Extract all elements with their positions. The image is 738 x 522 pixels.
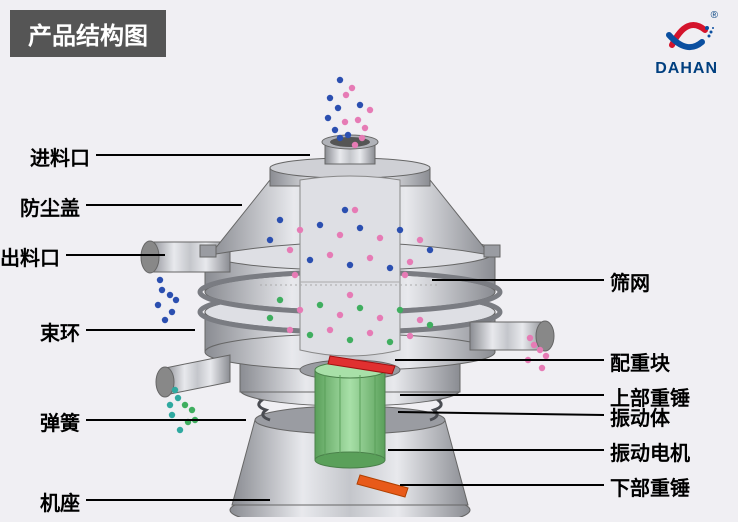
particle bbox=[342, 207, 348, 213]
particle bbox=[402, 272, 408, 278]
particle bbox=[307, 257, 313, 263]
particle bbox=[387, 339, 393, 345]
particle bbox=[367, 330, 373, 336]
particle bbox=[417, 237, 423, 243]
particle bbox=[543, 353, 549, 359]
particle bbox=[347, 337, 353, 343]
particle bbox=[287, 327, 293, 333]
particle bbox=[347, 262, 353, 268]
particle bbox=[349, 85, 355, 91]
particle bbox=[352, 207, 358, 213]
particle bbox=[287, 247, 293, 253]
particle bbox=[357, 102, 363, 108]
particle bbox=[337, 232, 343, 238]
particle bbox=[155, 302, 161, 308]
particle bbox=[332, 127, 338, 133]
particle bbox=[175, 395, 181, 401]
particle bbox=[355, 117, 361, 123]
particle bbox=[267, 237, 273, 243]
particle bbox=[359, 135, 365, 141]
particle bbox=[337, 135, 343, 141]
particle bbox=[427, 322, 433, 328]
callout-label: 机座 bbox=[40, 487, 80, 516]
particle bbox=[327, 252, 333, 258]
particle bbox=[307, 332, 313, 338]
particle bbox=[167, 292, 173, 298]
particle bbox=[407, 333, 413, 339]
particle bbox=[397, 227, 403, 233]
particle bbox=[377, 315, 383, 321]
particle bbox=[177, 427, 183, 433]
particle bbox=[182, 402, 188, 408]
particle bbox=[277, 297, 283, 303]
particle bbox=[162, 317, 168, 323]
particle bbox=[357, 225, 363, 231]
particle bbox=[189, 407, 195, 413]
particle bbox=[337, 312, 343, 318]
particle bbox=[343, 92, 349, 98]
particle bbox=[335, 105, 341, 111]
particle bbox=[169, 309, 175, 315]
outlet-right bbox=[470, 321, 554, 351]
particle bbox=[531, 342, 537, 348]
particle bbox=[157, 277, 163, 283]
particle bbox=[159, 287, 165, 293]
particle bbox=[362, 125, 368, 131]
particle bbox=[539, 365, 545, 371]
particle bbox=[169, 412, 175, 418]
particle bbox=[173, 297, 179, 303]
particle bbox=[325, 115, 331, 121]
particle bbox=[317, 302, 323, 308]
structure-diagram: 进料口防尘盖出料口束环弹簧机座筛网配重块上部重锤振动体振动电机下部重锤 bbox=[0, 50, 738, 517]
particle bbox=[397, 307, 403, 313]
particle bbox=[352, 142, 358, 148]
particle bbox=[367, 255, 373, 261]
callout-label: 振动电机 bbox=[610, 437, 690, 466]
machine-body bbox=[141, 135, 554, 517]
particle bbox=[377, 235, 383, 241]
particle bbox=[537, 347, 543, 353]
outlet-bottom-left bbox=[156, 355, 230, 397]
callout-label: 弹簧 bbox=[40, 407, 80, 436]
callout-label: 防尘盖 bbox=[20, 192, 80, 221]
particle bbox=[527, 335, 533, 341]
particle bbox=[317, 222, 323, 228]
particle bbox=[297, 307, 303, 313]
particle bbox=[292, 272, 298, 278]
particle bbox=[345, 132, 351, 138]
particle bbox=[297, 227, 303, 233]
particle bbox=[337, 77, 343, 83]
particle bbox=[327, 327, 333, 333]
particle bbox=[342, 119, 348, 125]
particle bbox=[427, 247, 433, 253]
particle bbox=[167, 402, 173, 408]
particle bbox=[367, 107, 373, 113]
particle bbox=[407, 259, 413, 265]
particle bbox=[417, 317, 423, 323]
callout-label: 出料口 bbox=[0, 242, 60, 271]
particle bbox=[172, 387, 178, 393]
callout-label: 束环 bbox=[40, 317, 80, 346]
particle bbox=[357, 305, 363, 311]
callout-label: 下部重锤 bbox=[610, 472, 690, 501]
callout-label: 配重块 bbox=[610, 347, 670, 376]
callout-label: 进料口 bbox=[30, 142, 90, 171]
outlet-left bbox=[141, 241, 230, 273]
callout-label: 振动体 bbox=[610, 402, 670, 431]
particle bbox=[387, 265, 393, 271]
particle bbox=[267, 315, 273, 321]
callout-label: 筛网 bbox=[610, 267, 650, 296]
particle bbox=[277, 217, 283, 223]
particle bbox=[327, 95, 333, 101]
particle bbox=[347, 292, 353, 298]
